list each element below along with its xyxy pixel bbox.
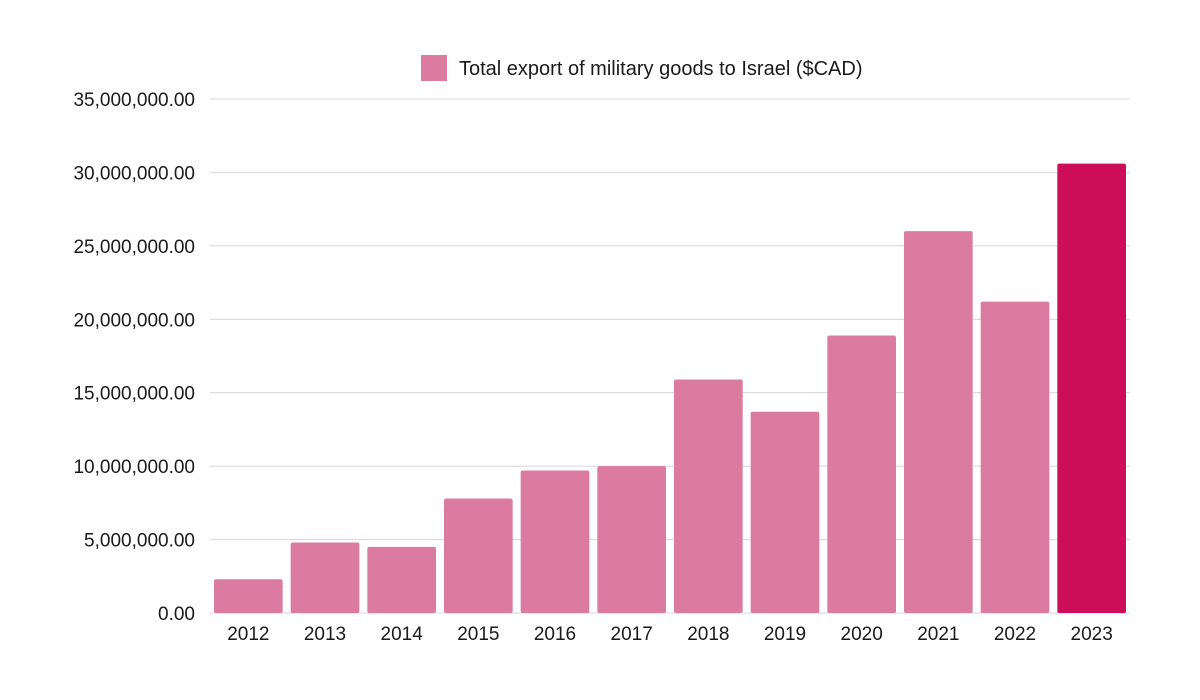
- x-tick-label: 2023: [1071, 624, 1113, 645]
- x-tick-label: 2018: [687, 624, 729, 645]
- bar-2019: [750, 411, 820, 613]
- y-tick-label: 20,000,000.00: [73, 310, 195, 331]
- bar-2014: [367, 546, 436, 613]
- x-tick-label: 2015: [457, 624, 499, 645]
- x-tick-label: 2021: [917, 624, 959, 645]
- bar-2022: [980, 301, 1050, 613]
- x-axis: 2012 2013 2014 2015 2016 2017 2018 2019 2020 2021…: [227, 624, 1113, 645]
- bar-2015: [444, 498, 513, 613]
- x-tick-label: 2013: [304, 624, 346, 645]
- y-tick-label: 35,000,000.00: [73, 90, 195, 111]
- y-tick-label: 0.00: [158, 604, 195, 625]
- legend-swatch: [421, 55, 447, 81]
- bar-2021: [904, 231, 973, 613]
- legend: Total export of military goods to Israel…: [421, 55, 863, 81]
- x-tick-label: 2020: [841, 624, 883, 645]
- x-tick-label: 2012: [227, 624, 269, 645]
- legend-label: Total export of military goods to Israel…: [459, 58, 863, 80]
- bar-2012: [214, 579, 283, 613]
- y-tick-label: 15,000,000.00: [73, 384, 195, 405]
- bar-2020: [827, 335, 896, 613]
- y-tick-label: 30,000,000.00: [73, 163, 195, 184]
- y-axis: 0.00 5,000,000.00 10,000,000.00 15,000,000.…: [73, 90, 195, 625]
- x-tick-label: 2016: [534, 624, 576, 645]
- bar-2018: [674, 379, 743, 613]
- y-tick-label: 25,000,000.00: [73, 237, 195, 258]
- bar-2023: [1057, 163, 1126, 614]
- y-tick-label: 10,000,000.00: [73, 457, 195, 478]
- gridlines: [210, 98, 1130, 614]
- bars: [214, 163, 1126, 614]
- x-tick-label: 2017: [611, 624, 653, 645]
- bar-2016: [520, 470, 590, 613]
- x-tick-label: 2022: [994, 624, 1036, 645]
- x-tick-label: 2014: [381, 624, 424, 645]
- bar-2017: [597, 466, 666, 613]
- x-tick-label: 2019: [764, 624, 806, 645]
- bar-2013: [290, 542, 360, 613]
- y-tick-label: 5,000,000.00: [84, 531, 195, 552]
